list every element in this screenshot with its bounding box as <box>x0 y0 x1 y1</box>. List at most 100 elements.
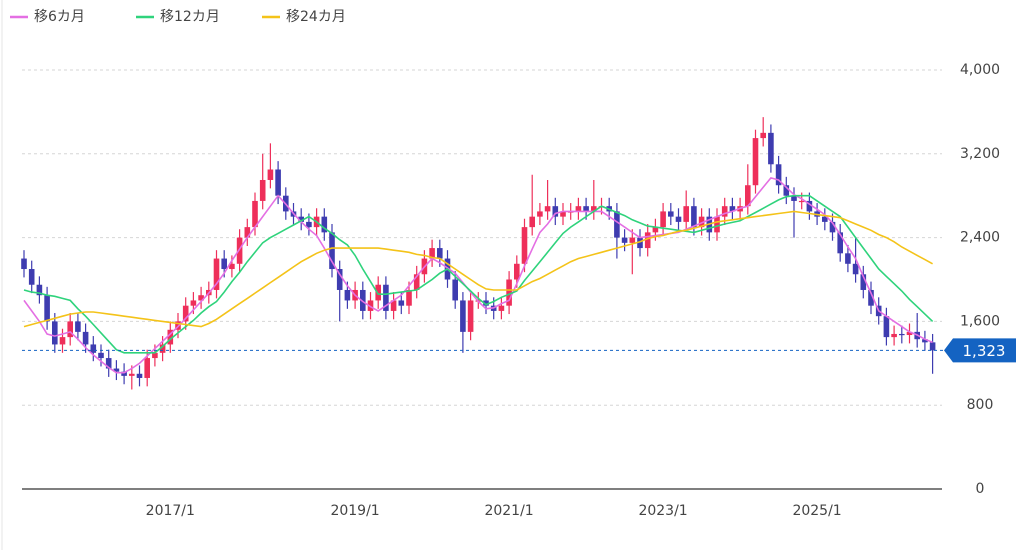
y-tick-label: 2,400 <box>960 230 1000 246</box>
candle-body <box>452 279 458 301</box>
candle-body <box>252 200 258 228</box>
candle-body <box>221 258 227 270</box>
candle-body <box>52 321 58 345</box>
candle-body <box>852 263 859 275</box>
candle-body <box>498 305 505 311</box>
candle-body <box>336 269 343 290</box>
candle-body <box>267 169 274 180</box>
candle-body <box>105 358 112 369</box>
y-tick-label: 1,600 <box>960 313 1000 329</box>
candle-body <box>136 373 143 378</box>
candle-body <box>121 371 127 376</box>
candle-body <box>775 164 782 186</box>
candle-body <box>152 352 158 359</box>
y-tick-label: 3,200 <box>960 146 1000 162</box>
candle-body <box>621 237 628 243</box>
candle-body <box>21 258 27 270</box>
candle-body <box>660 211 666 228</box>
candle-body <box>306 221 312 228</box>
ma-line <box>23 210 933 328</box>
candle-body <box>321 216 328 233</box>
candle-body <box>344 289 351 301</box>
candle-body <box>159 344 166 353</box>
candle-body <box>244 227 251 238</box>
candle-body <box>59 337 66 345</box>
candle-body <box>360 289 366 311</box>
candle-body <box>398 300 405 306</box>
candle-body <box>383 284 389 311</box>
candle-body <box>514 263 520 280</box>
candle-body <box>406 289 412 306</box>
candle-body <box>98 352 104 359</box>
candle-body <box>698 216 705 228</box>
candle-body <box>745 185 751 207</box>
candle-body <box>144 358 150 378</box>
candle-body <box>752 138 759 186</box>
candle-body <box>521 227 528 264</box>
candle-body <box>298 216 304 222</box>
candle-body <box>190 300 197 306</box>
x-tick-label: 2017/1 <box>146 503 195 519</box>
candle-body <box>544 206 551 212</box>
candle-body <box>860 274 867 290</box>
candle-body <box>906 331 913 336</box>
candle-body <box>899 333 905 336</box>
x-tick-label: 2019/1 <box>330 503 379 519</box>
price-label: 1,323 <box>963 342 1006 360</box>
legend-label: 移6カ月 <box>34 9 85 25</box>
candle-body <box>437 248 443 259</box>
candle-body <box>637 237 643 249</box>
candle-body <box>868 289 874 306</box>
legend-label: 移12カ月 <box>160 9 220 25</box>
candle-body <box>829 221 836 233</box>
candle-body <box>806 200 813 212</box>
candle-body <box>236 237 243 264</box>
candle-body <box>798 200 805 203</box>
candle-body <box>929 342 936 351</box>
candle-body <box>845 253 851 264</box>
ma-line <box>23 194 934 354</box>
candle-body <box>390 300 397 311</box>
candle-body <box>675 216 682 222</box>
candle-body <box>213 258 220 290</box>
ma-line <box>23 176 933 374</box>
candle-body <box>729 206 736 212</box>
candle-body <box>198 295 204 301</box>
price-tag <box>944 338 1016 363</box>
candle-body <box>506 279 512 306</box>
candle-body <box>783 185 790 196</box>
candle-body <box>629 237 636 243</box>
candle-body <box>537 211 543 217</box>
candle-body <box>768 132 774 165</box>
candle-body <box>82 331 89 345</box>
y-tick-label: 800 <box>967 397 994 413</box>
candle-body <box>129 373 135 376</box>
candle-body <box>591 206 597 212</box>
candle-body <box>429 248 435 259</box>
candle-body <box>721 206 728 217</box>
candle-body <box>644 232 651 249</box>
candle-body <box>791 195 797 201</box>
candle-body <box>714 216 720 233</box>
candle-body <box>691 206 697 228</box>
y-tick-label: 0 <box>976 481 985 497</box>
candle-body <box>75 321 81 332</box>
candle-body <box>575 206 582 212</box>
candle-body <box>329 232 335 270</box>
candle-body <box>891 333 897 338</box>
candle-body <box>36 284 43 296</box>
candle-body <box>44 295 50 322</box>
candle-body <box>760 132 766 139</box>
candle-body <box>467 300 474 332</box>
candle-body <box>275 169 281 196</box>
candle-body <box>614 211 620 238</box>
x-tick-label: 2023/1 <box>638 503 687 519</box>
candle-body <box>90 344 97 353</box>
candle-body <box>822 216 828 222</box>
candle-body <box>668 211 674 217</box>
candle-body <box>652 227 659 233</box>
candle-body <box>413 274 420 290</box>
candle-body <box>375 284 381 301</box>
candle-body <box>483 300 489 306</box>
